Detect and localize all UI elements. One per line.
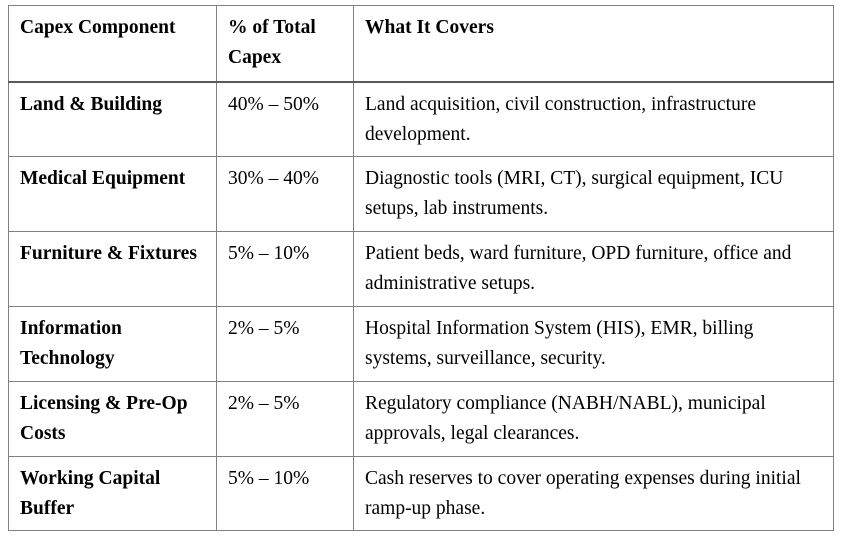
capex-breakdown-table: Capex Component % of Total Capex What It… xyxy=(8,5,834,532)
pct-cell: 5% – 10% xyxy=(216,455,354,532)
pct-cell: 5% – 10% xyxy=(216,231,354,307)
component-cell: Information Technology xyxy=(8,306,217,382)
table-row: Working Capital Buffer 5% – 10% Cash res… xyxy=(8,455,834,532)
table-row: Land & Building 40% – 50% Land acquisiti… xyxy=(8,81,834,157)
pct-cell: 40% – 50% xyxy=(216,81,354,157)
covers-cell: Diagnostic tools (MRI, CT), surgical equ… xyxy=(353,156,834,232)
pct-cell: 2% – 5% xyxy=(216,381,354,457)
covers-cell: Hospital Information System (HIS), EMR, … xyxy=(353,306,834,382)
table-row: Furniture & Fixtures 5% – 10% Patient be… xyxy=(8,231,834,307)
column-header-pct-of-total: % of Total Capex xyxy=(216,5,354,83)
pct-cell: 30% – 40% xyxy=(216,156,354,232)
column-header-capex-component: Capex Component xyxy=(8,5,217,83)
column-header-what-it-covers: What It Covers xyxy=(353,5,834,83)
table-row: Information Technology 2% – 5% Hospital … xyxy=(8,306,834,382)
covers-cell: Cash reserves to cover operating expense… xyxy=(353,455,834,532)
component-cell: Medical Equipment xyxy=(8,156,217,232)
covers-cell: Regulatory compliance (NABH/NABL), munic… xyxy=(353,381,834,457)
component-cell: Working Capital Buffer xyxy=(8,455,217,532)
table-row: Medical Equipment 30% – 40% Diagnostic t… xyxy=(8,156,834,232)
covers-cell: Land acquisition, civil construction, in… xyxy=(353,81,834,157)
component-cell: Furniture & Fixtures xyxy=(8,231,217,307)
table-row: Licensing & Pre-Op Costs 2% – 5% Regulat… xyxy=(8,381,834,457)
pct-cell: 2% – 5% xyxy=(216,306,354,382)
covers-cell: Patient beds, ward furniture, OPD furnit… xyxy=(353,231,834,307)
component-cell: Licensing & Pre-Op Costs xyxy=(8,381,217,457)
header-row: Capex Component % of Total Capex What It… xyxy=(8,5,834,83)
component-cell: Land & Building xyxy=(8,81,217,157)
